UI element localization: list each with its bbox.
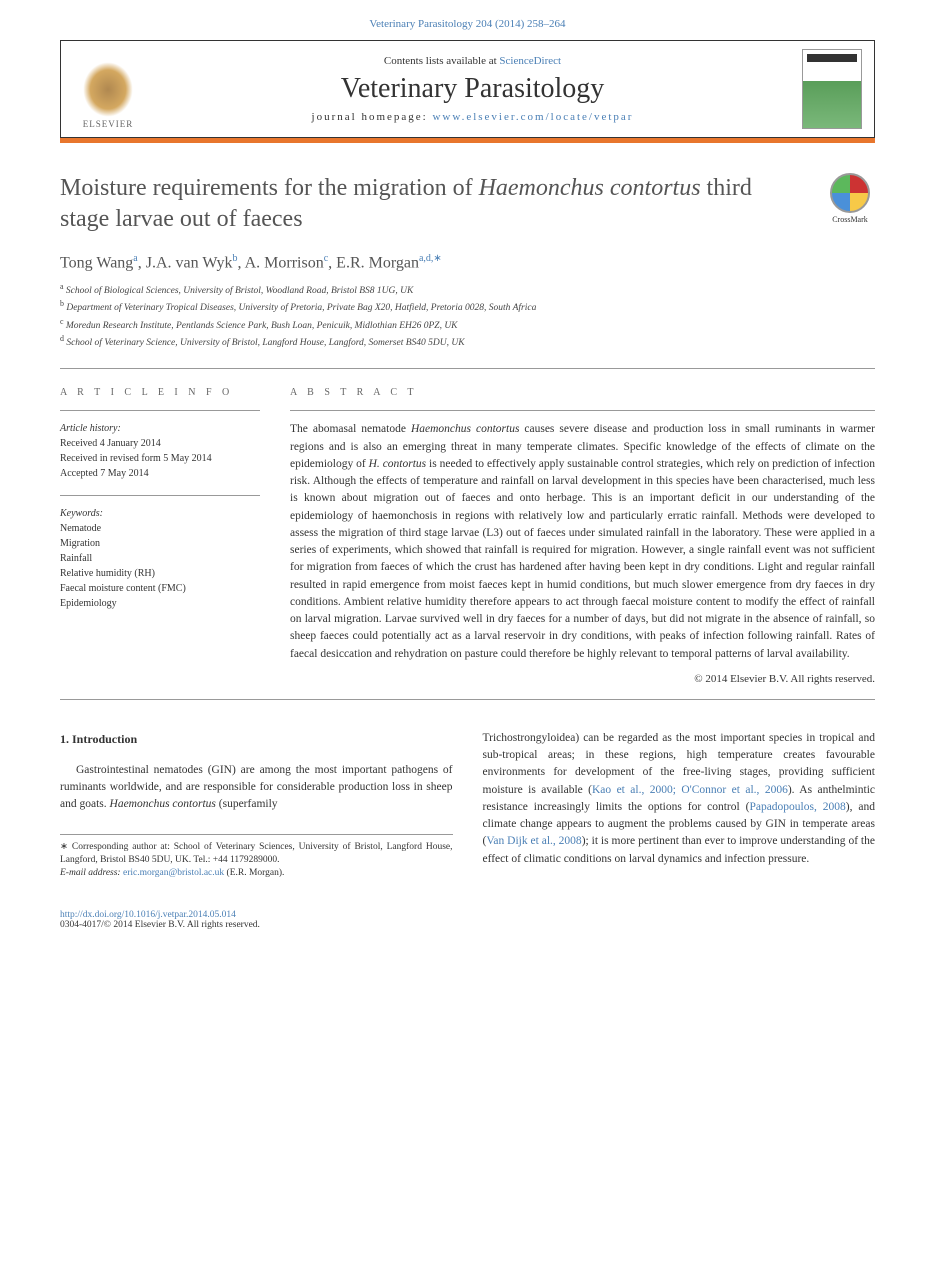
authors-line: Tong Wanga, J.A. van Wykb, A. Morrisonc,… xyxy=(60,253,875,272)
crossmark-icon xyxy=(830,173,870,213)
homepage-line: journal homepage: www.elsevier.com/locat… xyxy=(143,111,802,123)
intro-heading: 1. Introduction xyxy=(60,730,453,748)
body-column-left: 1. Introduction Gastrointestinal nematod… xyxy=(60,730,453,881)
crossmark-label: CrossMark xyxy=(832,215,868,224)
intro-paragraph: Gastrointestinal nematodes (GIN) are amo… xyxy=(60,762,453,814)
homepage-prefix: journal homepage: xyxy=(312,111,433,123)
keyword: Faecal moisture content (FMC) xyxy=(60,583,186,594)
issn-copyright: 0304-4017/© 2014 Elsevier B.V. All right… xyxy=(60,920,260,930)
email-suffix: (E.R. Morgan). xyxy=(224,868,284,878)
abstract-copyright: © 2014 Elsevier B.V. All rights reserved… xyxy=(290,673,875,685)
sciencedirect-link[interactable]: ScienceDirect xyxy=(499,55,561,67)
keywords-label: Keywords: xyxy=(60,508,103,519)
keyword: Relative humidity (RH) xyxy=(60,568,155,579)
citation-header: Veterinary Parasitology 204 (2014) 258–2… xyxy=(0,0,935,40)
elsevier-text: ELSEVIER xyxy=(83,119,134,129)
article-history: Article history: Received 4 January 2014… xyxy=(60,421,260,481)
intro-paragraph: Trichostrongyloidea) can be regarded as … xyxy=(483,730,876,868)
abstract-text: The abomasal nematode Haemonchus contort… xyxy=(290,421,875,663)
crossmark-badge[interactable]: CrossMark xyxy=(825,173,875,224)
corresponding-author-note: ∗ Corresponding author at: School of Vet… xyxy=(60,841,453,868)
keyword: Migration xyxy=(60,538,100,549)
body-two-column: 1. Introduction Gastrointestinal nematod… xyxy=(0,700,935,901)
abstract-header: A B S T R A C T xyxy=(290,387,875,398)
journal-name: Veterinary Parasitology xyxy=(143,73,802,105)
affiliation: d School of Veterinary Science, Universi… xyxy=(60,333,875,350)
history-item: Accepted 7 May 2014 xyxy=(60,468,149,479)
footnotes: ∗ Corresponding author at: School of Vet… xyxy=(60,834,453,881)
abstract-column: A B S T R A C T The abomasal nematode Ha… xyxy=(290,387,875,685)
homepage-link[interactable]: www.elsevier.com/locate/vetpar xyxy=(432,111,633,123)
journal-cover-thumb xyxy=(802,49,862,129)
affiliation: c Moredun Research Institute, Pentlands … xyxy=(60,316,875,333)
keyword: Epidemiology xyxy=(60,598,117,609)
info-divider xyxy=(60,495,260,496)
affiliation: b Department of Veterinary Tropical Dise… xyxy=(60,298,875,315)
article-info-header: A R T I C L E I N F O xyxy=(60,387,260,398)
journal-header-box: ELSEVIER Contents lists available at Sci… xyxy=(60,40,875,138)
keyword: Nematode xyxy=(60,523,101,534)
history-item: Received 4 January 2014 xyxy=(60,438,161,449)
page-footer: http://dx.doi.org/10.1016/j.vetpar.2014.… xyxy=(0,900,935,950)
elsevier-tree-icon xyxy=(83,62,133,117)
email-label: E-mail address: xyxy=(60,868,123,878)
elsevier-logo: ELSEVIER xyxy=(73,49,143,129)
contents-line: Contents lists available at ScienceDirec… xyxy=(143,55,802,67)
email-note: E-mail address: eric.morgan@bristol.ac.u… xyxy=(60,867,453,880)
abstract-divider xyxy=(290,410,875,411)
keywords-block: Keywords: Nematode Migration Rainfall Re… xyxy=(60,506,260,611)
contents-prefix: Contents lists available at xyxy=(384,55,499,67)
doi-link[interactable]: http://dx.doi.org/10.1016/j.vetpar.2014.… xyxy=(60,910,236,920)
affiliation: a School of Biological Sciences, Univers… xyxy=(60,281,875,298)
body-column-right: Trichostrongyloidea) can be regarded as … xyxy=(483,730,876,881)
info-divider xyxy=(60,410,260,411)
history-label: Article history: xyxy=(60,423,121,434)
article-info-column: A R T I C L E I N F O Article history: R… xyxy=(60,387,260,685)
keyword: Rainfall xyxy=(60,553,92,564)
citation-link[interactable]: Veterinary Parasitology 204 (2014) 258–2… xyxy=(369,18,565,30)
history-item: Received in revised form 5 May 2014 xyxy=(60,453,212,464)
article-title: Moisture requirements for the migration … xyxy=(60,173,825,235)
affiliations: a School of Biological Sciences, Univers… xyxy=(60,281,875,351)
email-link[interactable]: eric.morgan@bristol.ac.uk xyxy=(123,868,224,878)
